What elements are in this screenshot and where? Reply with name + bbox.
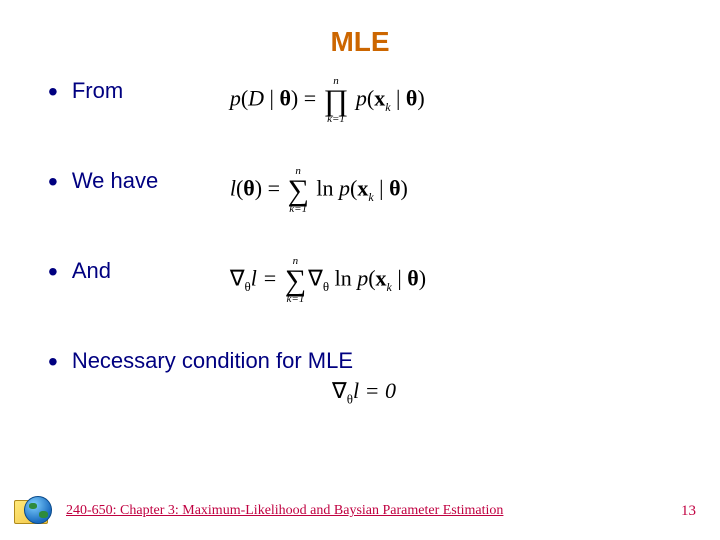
list-item: • Necessary condition for MLE ∇θl = 0 — [48, 346, 680, 408]
bullet-dot-icon: • — [48, 258, 58, 286]
page-number: 13 — [681, 503, 696, 520]
globe-logo-icon — [14, 496, 56, 526]
bullet-label: We have — [72, 166, 190, 194]
list-item: • We have l(θ) = n∑k=1 ln p(xk | θ) — [48, 166, 680, 228]
bullet-label: From — [72, 76, 190, 104]
bullet-dot-icon: • — [48, 168, 58, 196]
slide-title: MLE — [40, 26, 680, 58]
list-item: • From p(D | θ) = n∏k=1 p(xk | θ) — [48, 76, 680, 138]
equation-2: l(θ) = n∑k=1 ln p(xk | θ) — [230, 166, 408, 215]
bullet-dot-icon: • — [48, 78, 58, 106]
equation-3: ∇θl = n∑k=1∇θ ln p(xk | θ) — [230, 256, 426, 305]
footer-course-text: 240-650: Chapter 3: Maximum-Likelihood a… — [64, 503, 681, 519]
equation-1: p(D | θ) = n∏k=1 p(xk | θ) — [230, 76, 425, 125]
bullet-dot-icon: • — [48, 348, 58, 376]
slide: MLE • From p(D | θ) = n∏k=1 p(xk | θ) • … — [0, 0, 720, 540]
bullet-list: • From p(D | θ) = n∏k=1 p(xk | θ) • We h… — [40, 76, 680, 408]
slide-footer: 240-650: Chapter 3: Maximum-Likelihood a… — [0, 496, 720, 526]
bullet-label: And — [72, 256, 190, 284]
list-item: • And ∇θl = n∑k=1∇θ ln p(xk | θ) — [48, 256, 680, 318]
bullet-label: Necessary condition for MLE — [72, 346, 353, 374]
equation-4: ∇θl = 0 — [48, 378, 680, 407]
